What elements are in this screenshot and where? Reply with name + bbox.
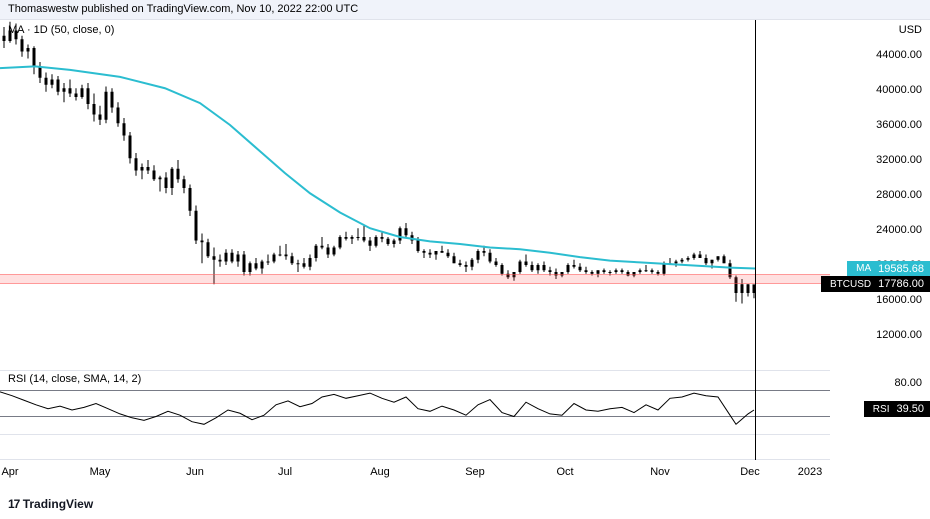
yaxis-tick: 16000.00 bbox=[876, 294, 922, 306]
yaxis-tick: 32000.00 bbox=[876, 154, 922, 166]
yaxis-tick: 40000.00 bbox=[876, 84, 922, 96]
blank-panel bbox=[0, 435, 830, 460]
footer: 17 TradingView bbox=[0, 489, 930, 519]
rsi-yaxis-tick: 80.00 bbox=[894, 377, 922, 389]
time-xaxis[interactable]: Apr May Jun Jul Aug Sep Oct Nov Dec 2023 bbox=[0, 460, 830, 480]
rsi-yaxis[interactable]: 80.00 RSI39.50 bbox=[830, 370, 930, 435]
rsi-flag: RSI39.50 bbox=[864, 401, 930, 417]
rsi-panel[interactable]: RSI (14, close, SMA, 14, 2) bbox=[0, 370, 830, 435]
rsi-indicator-label: RSI (14, close, SMA, 14, 2) bbox=[8, 373, 141, 385]
xaxis-tick: 2023 bbox=[798, 466, 822, 478]
yaxis-tick: 36000.00 bbox=[876, 119, 922, 131]
xaxis-tick: Oct bbox=[556, 466, 573, 478]
price-flag: MA19585.68 bbox=[847, 261, 930, 277]
xaxis-tick: Apr bbox=[1, 466, 18, 478]
tv-brand: TradingView bbox=[23, 497, 93, 511]
xaxis-tick: Sep bbox=[465, 466, 485, 478]
yaxis-tick: 44000.00 bbox=[876, 49, 922, 61]
yaxis-tick: 12000.00 bbox=[876, 329, 922, 341]
yaxis-unit: USD bbox=[899, 24, 922, 36]
support-zone bbox=[0, 274, 830, 285]
price-svg bbox=[0, 20, 830, 370]
xaxis-tick: Dec bbox=[740, 466, 760, 478]
xaxis-tick: Aug bbox=[370, 466, 390, 478]
xaxis-tick: Jun bbox=[186, 466, 204, 478]
yaxis-tick: 24000.00 bbox=[876, 224, 922, 236]
publish-text: Thomaswestw published on TradingView.com… bbox=[8, 3, 358, 15]
price-chart[interactable]: MA · 1D (50, close, 0) bbox=[0, 20, 830, 370]
price-flag: BTCUSD17786.00 bbox=[821, 276, 930, 292]
xaxis-tick: Nov bbox=[650, 466, 670, 478]
yaxis-tick: 28000.00 bbox=[876, 189, 922, 201]
crosshair bbox=[755, 20, 756, 460]
ma-indicator-label: MA · 1D (50, close, 0) bbox=[8, 24, 114, 36]
tv-logo-icon: 17 bbox=[8, 497, 19, 511]
price-yaxis[interactable]: USD 44000.00 40000.00 36000.00 32000.00 2800… bbox=[830, 20, 930, 370]
xaxis-tick: May bbox=[90, 466, 111, 478]
xaxis-tick: Jul bbox=[278, 466, 292, 478]
publish-header: Thomaswestw published on TradingView.com… bbox=[0, 0, 930, 20]
